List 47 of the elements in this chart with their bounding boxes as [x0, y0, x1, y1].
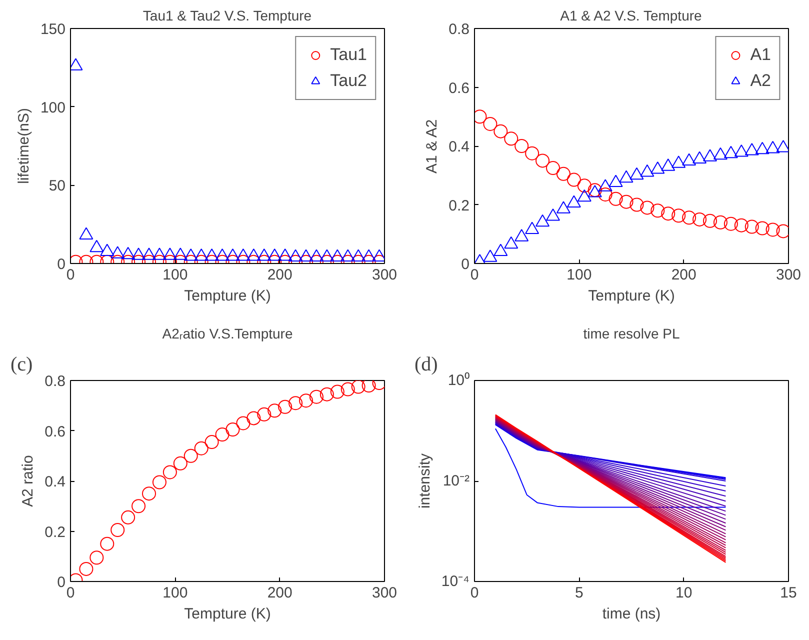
legend-label: A1	[750, 45, 771, 65]
y-axis-title: A2 ratio	[20, 455, 37, 507]
chart-title: Tau1 & Tau2 V.S. Tempture	[142, 8, 312, 24]
x-tick-label: 100	[566, 266, 592, 284]
y-tick-label: 0.4	[44, 474, 66, 490]
x-tick-label: 100	[162, 584, 188, 602]
y-tick-label: 0.4	[448, 138, 470, 156]
y-tick-label: 0.2	[448, 197, 470, 214]
y-tick-label: 0	[461, 256, 470, 273]
y-tick-label: 10⁻⁴	[441, 573, 470, 590]
y-tick-label: 10⁰	[448, 372, 470, 389]
x-axis-title: Tempture (K)	[184, 606, 271, 622]
chart-title: time resolve PL	[583, 326, 680, 342]
y-tick-label: 0.8	[448, 21, 470, 38]
y-tick-label: 10⁻²	[442, 472, 470, 490]
text: (c)	[10, 354, 33, 376]
y-tick-label: 50	[48, 178, 66, 195]
x-tick-label: 100	[162, 266, 188, 284]
y-tick-label: 0.6	[44, 423, 66, 440]
y-tick-label: 0.2	[44, 524, 66, 541]
y-tick-label: 0.6	[448, 80, 470, 97]
y-tick-label: 0	[57, 256, 66, 273]
x-tick-label: 300	[372, 584, 398, 602]
y-axis-title: intensity	[416, 452, 434, 509]
y-axis-title: lifetime(nS)	[15, 108, 32, 184]
y-tick-label: 0	[57, 574, 66, 591]
x-tick-label: 300	[776, 266, 802, 284]
chart-title: A2ᵣatio V.S.Tempture	[162, 326, 293, 342]
x-tick-label: 300	[372, 266, 398, 284]
legend-label: Tau2	[330, 71, 367, 91]
x-tick-label: 200	[267, 584, 292, 602]
x-axis-title: Tempture (K)	[588, 288, 675, 304]
legend-label: Tau1	[330, 45, 367, 65]
x-tick-label: 200	[671, 266, 696, 284]
y-tick-label: 150	[40, 21, 66, 38]
y-tick-label: 0.8	[44, 373, 66, 390]
x-axis-title: time (ns)	[602, 606, 661, 622]
text: (d)	[414, 354, 438, 376]
x-tick-label: 10	[675, 584, 692, 602]
chart-title: A1 & A2 V.S. Tempture	[560, 8, 702, 24]
y-axis-title: A1 & A2	[424, 119, 441, 174]
x-tick-label: 15	[780, 584, 797, 602]
x-axis-title: Tempture (K)	[184, 288, 271, 304]
x-tick-label: 200	[267, 266, 292, 284]
legend-label: A2	[750, 71, 771, 91]
y-tick-label: 100	[40, 99, 66, 116]
x-tick-label: 5	[574, 584, 584, 602]
